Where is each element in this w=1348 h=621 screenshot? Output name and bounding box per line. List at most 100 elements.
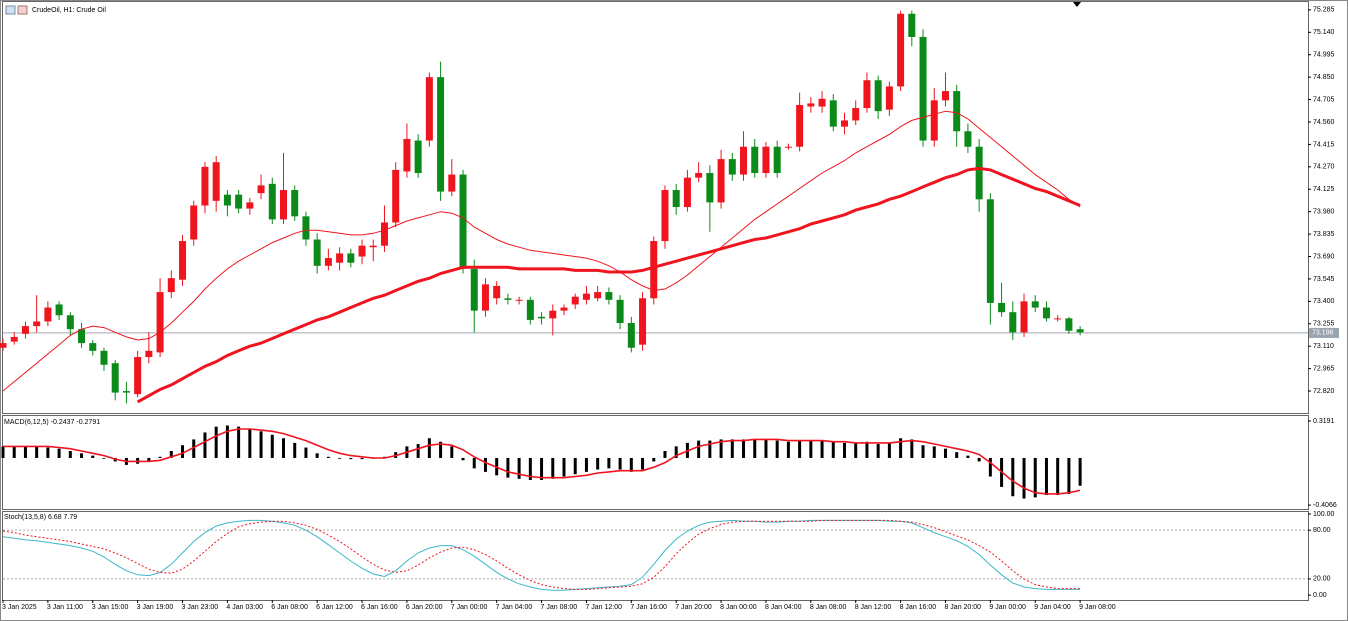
candle-body [706, 173, 714, 203]
histogram-bar [730, 439, 734, 458]
candle-body [291, 190, 299, 217]
histogram-bar [1044, 457, 1048, 496]
candle-body [751, 146, 759, 174]
histogram-bar [708, 440, 712, 458]
candle-body [302, 216, 310, 240]
marker [1073, 2, 1081, 7]
histogram-bar [551, 457, 555, 479]
histogram-bar [270, 434, 274, 458]
candle-body [21, 326, 29, 334]
histogram-bar [674, 446, 678, 458]
candle-body [784, 146, 792, 148]
candle-body [953, 91, 961, 132]
candle-body [1009, 312, 1017, 333]
histogram-bar [988, 457, 992, 477]
signal-line [3, 428, 1081, 495]
x-tick-label: 6 Jan 12:00 [316, 604, 353, 611]
x-tick-label: 9 Jan 08:00 [1079, 604, 1116, 611]
histogram-bar [1, 446, 5, 458]
histogram-bar [506, 457, 510, 478]
histogram-bar [57, 448, 61, 458]
stoch-title: Stoch(13,5,8) 6.68 7.79 [4, 514, 77, 521]
histogram-bar [607, 457, 611, 469]
histogram-bar [1078, 457, 1082, 486]
candle-body [459, 174, 467, 269]
histogram-bar [1011, 457, 1015, 497]
candle-body [852, 108, 860, 121]
x-tick-label: 8 Jan 20:00 [944, 604, 981, 611]
candle-body [448, 174, 456, 192]
candle-body [728, 159, 736, 175]
y-tick-label: 73.400 [1313, 298, 1335, 305]
candle-body [594, 292, 602, 299]
candle-body [10, 336, 18, 342]
y-tick-label: 0.00 [1313, 592, 1327, 599]
candle-body [280, 190, 287, 220]
x-tick-label: 8 Jan 00:00 [720, 604, 757, 611]
candle-body [481, 284, 489, 311]
candle-body [369, 245, 377, 248]
candle-body [122, 391, 130, 393]
histogram-bar [1033, 457, 1037, 498]
histogram-bar [955, 452, 959, 458]
candle-body [627, 323, 635, 348]
histogram-bar [809, 440, 813, 458]
candle-body [829, 100, 837, 127]
histogram-bar [742, 439, 746, 458]
x-tick-label: 3 Jan 15:00 [92, 604, 129, 611]
candle-body [403, 139, 411, 172]
x-tick-label: 3 Jan 19:00 [137, 604, 174, 611]
histogram-bar [764, 439, 768, 458]
histogram-bar [427, 438, 431, 458]
candle-body [885, 86, 893, 110]
candle-body [1020, 301, 1028, 333]
symbol-icon [17, 5, 28, 15]
histogram-bar [23, 446, 27, 458]
x-tick-label: 7 Jan 16:00 [630, 604, 667, 611]
y-tick-label: 73.545 [1313, 276, 1335, 283]
histogram-bar [831, 441, 835, 458]
candle-body [919, 36, 927, 141]
histogram-bar [540, 457, 544, 480]
candle-body [201, 166, 209, 206]
histogram-bar [214, 426, 218, 458]
y-tick-label: -0.4066 [1313, 502, 1337, 509]
symbol-icon [5, 5, 16, 15]
x-tick-label: 9 Jan 00:00 [989, 604, 1026, 611]
histogram-bar [876, 444, 880, 458]
candle-body [324, 258, 332, 266]
candle-body [538, 316, 546, 319]
histogram-bar [439, 441, 443, 458]
candle-body [470, 268, 478, 311]
candle-body [616, 299, 624, 324]
histogram-bar [562, 457, 566, 477]
histogram-bar [349, 457, 353, 460]
histogram-bar [977, 457, 981, 462]
macd-title: MACD(6,12,5) -0.2437 -0.2791 [4, 419, 100, 426]
histogram-bar [315, 453, 319, 458]
histogram-bar [450, 446, 454, 458]
histogram-bar [854, 442, 858, 458]
histogram-bar [921, 445, 925, 458]
histogram-bar [719, 439, 723, 458]
histogram-bar [618, 457, 622, 470]
candle-body [762, 146, 770, 174]
candle-body [695, 173, 703, 178]
candle-body [605, 292, 613, 300]
candle-body [167, 278, 175, 293]
y-tick-label: 73.690 [1313, 253, 1335, 260]
histogram-bar [641, 457, 645, 470]
y-tick-label: 72.965 [1313, 365, 1335, 372]
x-tick-label: 7 Jan 12:00 [585, 604, 622, 611]
candle-body [414, 140, 422, 174]
candle-body [0, 343, 7, 348]
histogram-bar [910, 439, 914, 458]
histogram-bar [663, 451, 667, 458]
candle-body [863, 80, 871, 109]
y-tick-label: 0.3191 [1313, 418, 1335, 425]
candle-body [672, 190, 680, 208]
candle-body [100, 350, 108, 365]
candle-body [515, 299, 523, 301]
histogram-bar [652, 457, 656, 462]
candle-body [773, 146, 781, 174]
